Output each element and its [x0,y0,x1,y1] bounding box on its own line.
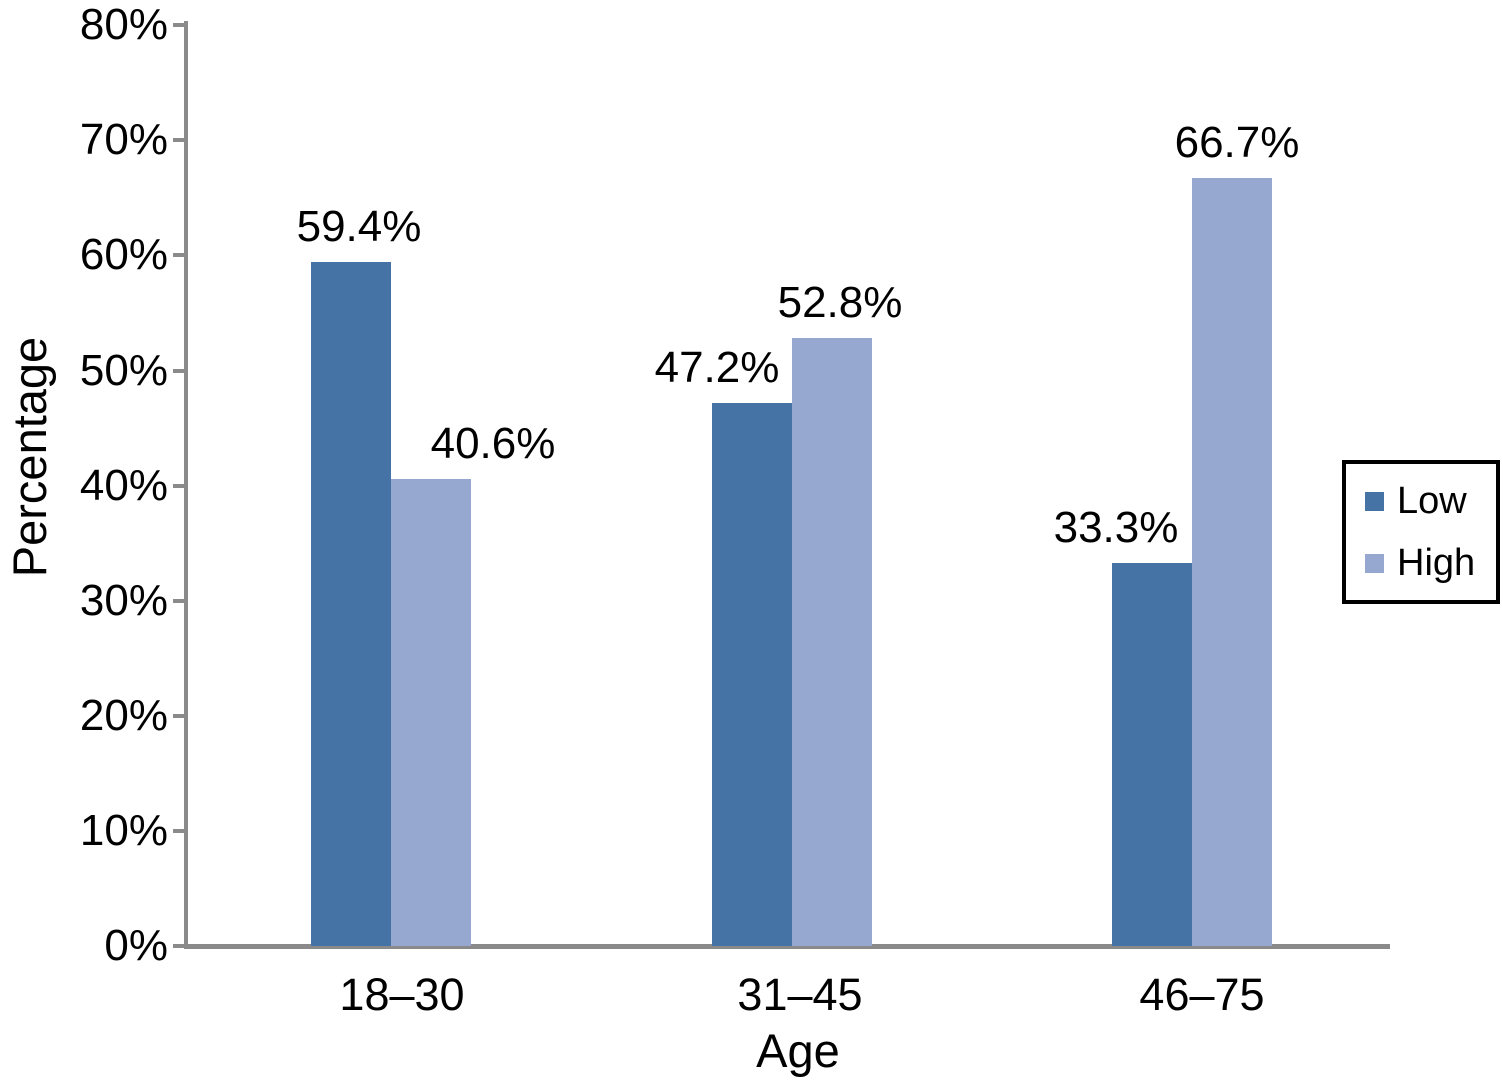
bar-high-2 [1192,178,1272,946]
y-axis-line [184,21,188,948]
bar-low-2 [1112,562,1192,946]
legend-label-low: Low [1397,480,1467,522]
y-tick-mark-80 [173,23,184,28]
x-tick-label-0: 18–30 [339,969,465,1020]
y-tick-label-50: 50% [79,345,168,395]
y-tick-label-10: 10% [79,805,168,855]
bar-high-0 [391,478,471,946]
y-tick-mark-40 [173,483,184,488]
legend-swatch-low [1365,491,1384,511]
y-tick-mark-0 [173,944,184,948]
y-tick-mark-20 [173,713,184,718]
y-tick-mark-30 [173,598,184,603]
y-tick-mark-70 [173,138,184,143]
y-tick-label-30: 30% [79,575,168,625]
data-label-high-1: 52.8% [777,278,903,328]
bar-low-1 [712,402,792,946]
y-tick-mark-10 [173,828,184,833]
legend-swatch-high [1365,553,1384,573]
data-label-low-0: 59.4% [296,202,422,252]
x-axis-line [184,944,1390,949]
x-tick-label-1: 31–45 [737,969,863,1020]
bar-high-1 [792,338,872,946]
y-tick-mark-60 [173,253,184,258]
x-axis-title: Age [756,1024,840,1077]
y-tick-label-70: 70% [79,115,168,165]
legend-label-high: High [1397,542,1476,584]
data-label-low-2: 33.3% [1053,502,1179,552]
data-label-high-0: 40.6% [430,418,556,468]
y-tick-label-0: 0% [104,921,168,970]
y-tick-mark-50 [173,368,184,373]
y-tick-label-60: 60% [79,230,168,280]
x-tick-label-2: 46–75 [1139,969,1265,1020]
data-label-low-1: 47.2% [654,342,780,392]
legend-item-high: High [1365,543,1496,583]
y-tick-label-20: 20% [79,690,168,740]
y-axis-title: Percentage [3,336,56,578]
data-label-high-2: 66.7% [1174,118,1300,168]
legend-item-low: Low [1365,481,1496,521]
bar-low-0 [311,262,391,946]
legend: Low High [1342,460,1500,604]
y-tick-label-80: 80% [79,0,168,50]
y-tick-label-40: 40% [79,460,168,510]
